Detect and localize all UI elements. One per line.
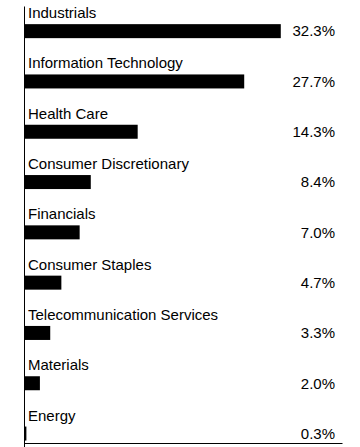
bar: [24, 175, 91, 189]
data-label: 7.0%: [301, 224, 335, 241]
x-axis: [25, 443, 343, 444]
bar: [24, 24, 281, 38]
y-tick: Energy: [24, 407, 76, 434]
category-label: Financials: [28, 205, 96, 222]
category-label: Materials: [28, 356, 89, 373]
data-label: 32.3%: [292, 22, 335, 39]
data-label: 8.4%: [301, 173, 335, 190]
data-label: 27.7%: [292, 73, 335, 90]
category-label: Information Technology: [28, 54, 183, 71]
chart: Industrials Information Technology Health …: [0, 0, 360, 447]
data-label: 2.0%: [301, 375, 335, 392]
data-label: 3.3%: [301, 324, 335, 341]
category-label: Telecommunication Services: [28, 306, 218, 323]
category-label: Consumer Discretionary: [28, 155, 189, 172]
data-label: 4.7%: [301, 274, 335, 291]
bar: [24, 376, 40, 390]
bar: [24, 326, 50, 340]
bar: [24, 125, 138, 139]
bars: [24, 24, 281, 440]
y-tick: Telecommunication Services: [24, 306, 218, 333]
category-label: Energy: [28, 407, 76, 424]
x-axis-line: [25, 443, 343, 444]
data-label: 0.3%: [301, 425, 335, 442]
data-label: 14.3%: [292, 123, 335, 140]
data-labels: 32.3% 27.7% 14.3% 8.4% 7.0% 4.7% 3.3% 2.0% 0.3%: [292, 22, 335, 441]
y-axis: Industrials Information Technology Health …: [24, 4, 218, 447]
category-label: Consumer Staples: [28, 256, 151, 273]
category-label: Industrials: [28, 4, 96, 21]
bar: [24, 427, 26, 441]
category-label: Health Care: [28, 105, 108, 122]
bar: [24, 276, 61, 290]
bar: [24, 225, 80, 239]
bar: [24, 74, 244, 88]
